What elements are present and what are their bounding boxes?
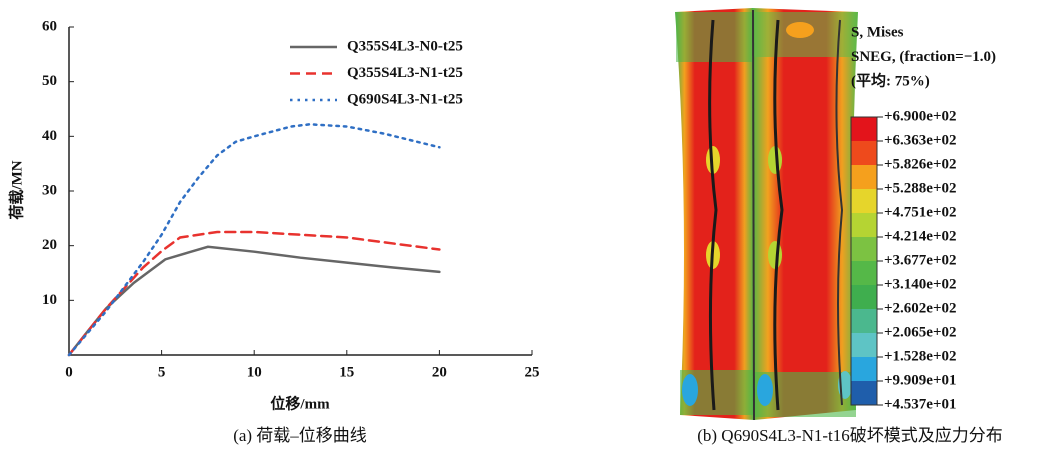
x-tick-label: 25: [525, 364, 540, 380]
color-band: [851, 309, 877, 333]
data-line: [69, 124, 439, 355]
x-tick-label: 15: [339, 364, 354, 380]
x-tick-label: 20: [432, 364, 447, 380]
contour-label: +3.677e+02: [884, 252, 957, 268]
color-band: [851, 333, 877, 357]
contour-label: +9.909e+01: [884, 372, 957, 388]
legend-label: Q355S4L3-N1-t25: [347, 65, 463, 81]
contour-legend-title: (平均: 75%): [851, 71, 930, 89]
contour-label: +6.363e+02: [884, 132, 957, 148]
color-band: [851, 141, 877, 165]
contour-label: +5.826e+02: [884, 156, 957, 172]
x-tick-label: 0: [65, 364, 73, 380]
y-tick-label: 50: [42, 73, 57, 89]
x-axis-label: 位移/mm: [270, 394, 330, 412]
color-band: [851, 213, 877, 237]
color-band: [851, 117, 877, 141]
y-axis-label: 荷载/MN: [7, 160, 25, 219]
x-tick-label: 5: [158, 364, 166, 380]
contour-label: +2.065e+02: [884, 324, 957, 340]
color-band: [851, 381, 877, 405]
contour-label: +1.528e+02: [884, 348, 957, 364]
y-tick-label: 60: [42, 18, 57, 34]
y-tick-label: 10: [42, 292, 57, 308]
y-tick-label: 20: [42, 237, 57, 253]
caption-a: (a) 荷载–位移曲线: [233, 426, 367, 445]
data-line: [69, 247, 439, 355]
color-band: [851, 285, 877, 309]
column-model: [675, 8, 858, 420]
x-tick-label: 10: [247, 364, 262, 380]
contour-legend-title: SNEG, (fraction=−1.0): [851, 49, 996, 65]
color-band: [851, 165, 877, 189]
contour-legend-title: S, Mises: [851, 24, 904, 40]
y-tick-label: 30: [42, 182, 57, 198]
y-tick-label: 40: [42, 128, 57, 144]
contour-label: +3.140e+02: [884, 276, 957, 292]
legend-label: Q355S4L3-N0-t25: [347, 38, 463, 54]
color-band: [851, 261, 877, 285]
figure: (a) 荷载–位移曲线 位移/mm 荷载/MN (b) Q690S4L3-N1-…: [0, 0, 1058, 452]
legend-label: Q690S4L3-N1-t25: [347, 91, 463, 107]
color-band: [851, 189, 877, 213]
contour-label: +4.751e+02: [884, 204, 957, 220]
contour-label: +5.288e+02: [884, 180, 957, 196]
contour-label: +6.900e+02: [884, 108, 957, 124]
contour-label: +4.537e+01: [884, 396, 957, 412]
color-band: [851, 357, 877, 381]
contour-label: +4.214e+02: [884, 228, 957, 244]
contour-label: +2.602e+02: [884, 300, 957, 316]
caption-b: (b) Q690S4L3-N1-t16破坏模式及应力分布: [697, 426, 1003, 445]
color-band: [851, 237, 877, 261]
